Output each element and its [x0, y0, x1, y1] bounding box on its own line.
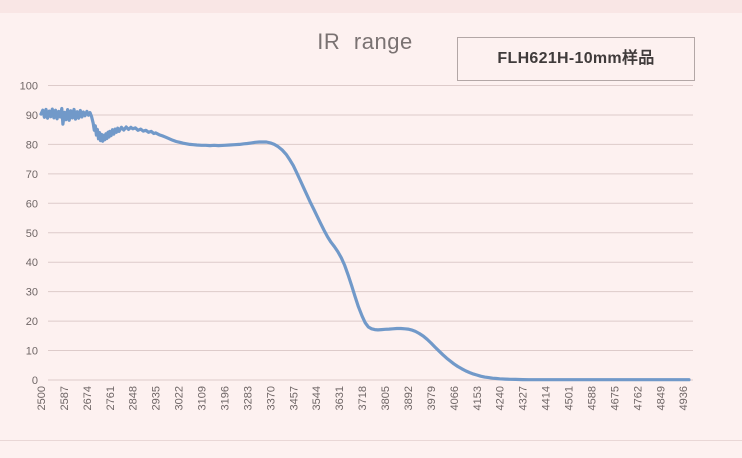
y-tick-label: 50	[26, 228, 38, 240]
chart-title: IR range	[317, 29, 413, 54]
x-tick-label: 4501	[564, 386, 576, 410]
gridlines	[48, 85, 693, 381]
sample-label-box: FLH621H-10mm样品	[457, 37, 695, 81]
window-top-strip	[0, 0, 742, 13]
y-tick-label: 20	[26, 316, 38, 328]
ir-series-line	[39, 106, 691, 382]
x-tick-label: 2848	[128, 386, 140, 410]
x-tick-label: 4588	[586, 386, 598, 410]
x-tick-label: 3892	[403, 386, 415, 410]
x-tick-label: 3022	[174, 386, 186, 410]
x-tick-label: 4327	[518, 386, 530, 410]
y-tick-label: 10	[26, 346, 38, 358]
x-tick-label: 4762	[632, 386, 644, 410]
x-tick-label: 4675	[609, 386, 621, 410]
y-tick-label: 0	[32, 375, 38, 387]
x-tick-label: 4414	[541, 386, 553, 410]
y-tick-label: 60	[26, 198, 38, 210]
x-tick-label: 2500	[36, 386, 48, 410]
sample-label: FLH621H-10mm样品	[497, 50, 655, 67]
x-tick-label: 2674	[82, 386, 94, 410]
x-tick-label: 3979	[426, 386, 438, 410]
y-tick-label: 40	[26, 257, 38, 269]
x-tick-label: 3718	[357, 386, 369, 410]
y-tick-label: 30	[26, 287, 38, 299]
x-tick-label: 2587	[59, 386, 71, 410]
y-tick-label: 70	[26, 169, 38, 181]
x-tick-label: 3370	[265, 386, 277, 410]
x-tick-label: 3631	[334, 386, 346, 410]
x-tick-label: 2761	[105, 386, 117, 410]
chart-frame-bottom-border	[0, 440, 742, 441]
x-tick-label: 2935	[151, 386, 163, 410]
x-tick-label: 3457	[288, 386, 300, 410]
x-tick-label: 3283	[242, 386, 254, 410]
x-tick-label: 4849	[655, 386, 667, 410]
y-axis-tick-labels: 0 10 20 30 40 50 60 70 80 90 100	[20, 81, 38, 388]
x-tick-label: 3544	[311, 386, 323, 410]
x-tick-label: 3196	[219, 386, 231, 410]
x-tick-label: 3805	[380, 386, 392, 410]
y-tick-label: 90	[26, 110, 38, 122]
x-tick-label: 4066	[449, 386, 461, 410]
x-tick-label: 4153	[472, 386, 484, 410]
y-tick-label: 80	[26, 139, 38, 151]
x-tick-label: 3109	[197, 386, 209, 410]
x-tick-label: 4936	[678, 386, 690, 410]
x-axis-tick-labels: 2500 2587 2674 2761 2848 2935 3022 3109 3196 3283…	[36, 386, 690, 410]
x-tick-label: 4240	[495, 386, 507, 410]
y-tick-label: 100	[20, 81, 38, 93]
